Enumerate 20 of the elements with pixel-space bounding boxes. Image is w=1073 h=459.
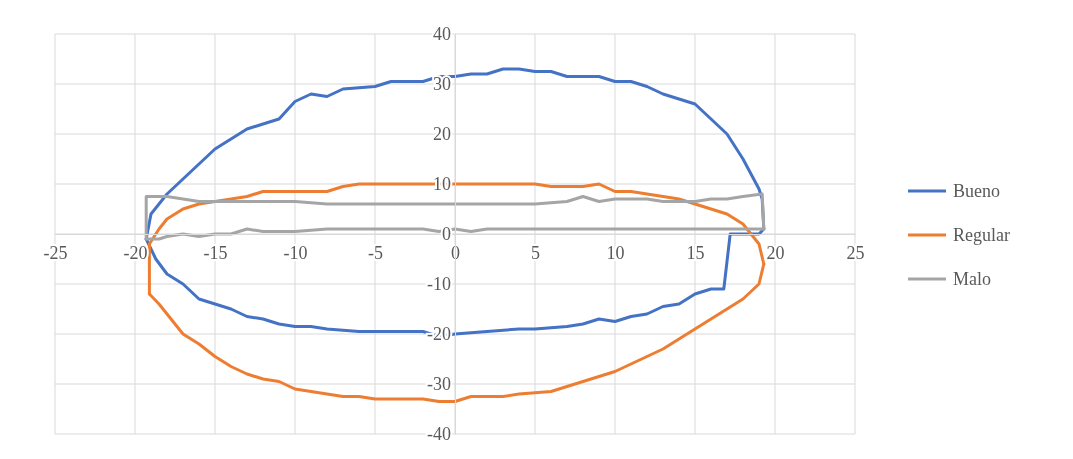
y-tick-label: 30 <box>433 74 451 95</box>
legend-label: Malo <box>953 269 991 289</box>
x-tick-label: 25 <box>846 242 865 263</box>
x-tick-label: 20 <box>766 242 785 263</box>
y-tick-label: -40 <box>427 424 451 445</box>
legend-label: Regular <box>953 225 1010 245</box>
y-tick-label: 40 <box>433 24 451 45</box>
y-tick-label: 20 <box>433 124 451 145</box>
y-tick-label: 0 <box>442 224 451 245</box>
x-tick-label: 5 <box>531 242 540 263</box>
x-tick-label: -20 <box>123 242 148 263</box>
x-tick-label: 15 <box>686 242 705 263</box>
x-tick-label: -25 <box>43 242 68 263</box>
y-tick-label: -30 <box>427 374 451 395</box>
x-tick-label: -15 <box>203 242 228 263</box>
x-tick-label: -5 <box>368 242 383 263</box>
x-tick-label: -10 <box>283 242 308 263</box>
x-tick-label: 10 <box>606 242 625 263</box>
y-tick-label: -10 <box>427 274 451 295</box>
legend-label: Bueno <box>953 181 1000 201</box>
